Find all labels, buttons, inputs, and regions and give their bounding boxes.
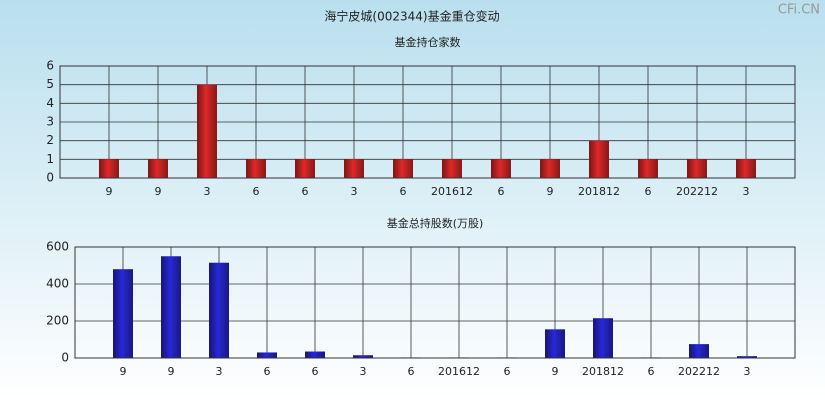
bar [113,269,133,358]
bar [344,159,364,178]
bar [295,159,315,178]
x-tick-label: 3 [743,185,750,198]
bar [593,318,613,358]
y-tick-label: 2 [46,133,54,147]
y-tick-label: 400 [46,277,69,291]
bar [99,159,119,178]
x-tick-label: 201812 [582,365,624,378]
bar [197,84,217,178]
x-tick-label: 202212 [678,365,720,378]
x-tick-label: 6 [504,365,511,378]
x-tick-label: 6 [408,365,415,378]
x-tick-label: 3 [744,365,751,378]
plot-frame [59,65,796,179]
chart-title: 基金总持股数(万股) [387,216,484,230]
x-tick-label: 6 [648,365,655,378]
bar [148,159,168,178]
x-tick-label: 6 [400,185,407,198]
x-tick-label: 6 [264,365,271,378]
x-tick-label: 9 [547,185,554,198]
bar [442,159,462,178]
y-tick-label: 600 [46,240,69,254]
bar [353,355,373,358]
bar [161,256,181,358]
y-tick-label: 0 [61,351,69,365]
x-tick-label: 9 [106,185,113,198]
x-tick-label: 201812 [578,185,620,198]
bar [689,344,709,358]
bar [209,262,229,358]
chart-title: 基金持仓家数 [395,35,461,49]
x-tick-label: 9 [155,185,162,198]
x-tick-label: 9 [120,365,127,378]
x-tick-label: 6 [498,185,505,198]
bar [257,352,277,358]
y-tick-label: 1 [46,152,54,166]
x-tick-label: 6 [312,365,319,378]
bar [540,159,560,178]
x-tick-label: 201612 [438,365,480,378]
x-tick-label: 3 [204,185,211,198]
bar [545,329,565,358]
x-tick-label: 6 [253,185,260,198]
x-tick-label: 3 [216,365,223,378]
bar [246,159,266,178]
page-title: 海宁皮城(002344)基金重仓变动 [324,9,499,24]
bar [393,159,413,178]
y-tick-label: 4 [46,96,54,110]
bar [737,356,757,358]
x-tick-label: 9 [552,365,559,378]
x-tick-label: 6 [645,185,652,198]
x-tick-label: 3 [360,365,367,378]
y-tick-label: 5 [46,77,54,91]
bar [638,159,658,178]
x-tick-label: 9 [168,365,175,378]
bar [736,159,756,178]
bar [491,159,511,178]
bar [305,351,325,358]
x-tick-label: 3 [351,185,358,198]
y-tick-label: 200 [46,314,69,328]
x-tick-label: 6 [302,185,309,198]
x-tick-label: 201612 [431,185,473,198]
watermark: CFi.CN [778,3,820,18]
bar [589,140,609,178]
y-tick-label: 0 [46,171,54,185]
y-tick-label: 3 [46,115,54,129]
x-tick-label: 202212 [676,185,718,198]
plot-frame [74,246,796,359]
y-tick-label: 6 [46,59,54,73]
bar [687,159,707,178]
